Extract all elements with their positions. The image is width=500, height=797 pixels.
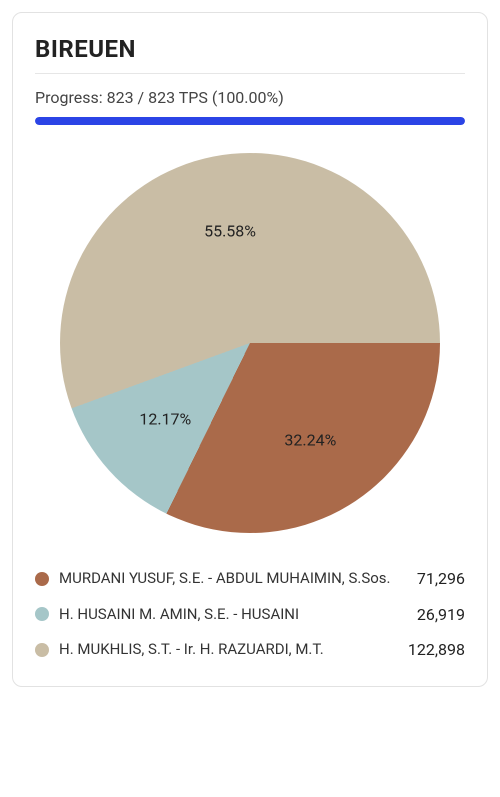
legend-name: H. MUKHLIS, S.T. - Ir. H. RAZUARDI, M.T. — [59, 640, 398, 660]
title-divider — [35, 73, 465, 74]
legend-swatch — [35, 643, 49, 657]
legend-value: 71,296 — [417, 569, 465, 588]
result-card: BIREUEN Progress: 823 / 823 TPS (100.00%… — [12, 12, 488, 687]
legend: MURDANI YUSUF, S.E. - ABDUL MUHAIMIN, S.… — [35, 561, 465, 668]
legend-name: MURDANI YUSUF, S.E. - ABDUL MUHAIMIN, S.… — [59, 569, 407, 589]
pie-slice-label: 55.58% — [204, 221, 256, 240]
pie-slice-label: 32.24% — [284, 430, 336, 449]
legend-item: MURDANI YUSUF, S.E. - ABDUL MUHAIMIN, S.… — [35, 561, 465, 597]
legend-value: 122,898 — [408, 640, 465, 659]
pie-slice-label: 12.17% — [139, 410, 191, 429]
region-title: BIREUEN — [35, 35, 465, 63]
legend-item: H. MUKHLIS, S.T. - Ir. H. RAZUARDI, M.T.… — [35, 632, 465, 668]
pie-chart: 32.24% 12.17% 55.58% — [60, 153, 440, 533]
legend-swatch — [35, 607, 49, 621]
progress-bar-fill — [35, 117, 465, 125]
legend-name: H. HUSAINI M. AMIN, S.E. - HUSAINI — [59, 605, 407, 625]
legend-item: H. HUSAINI M. AMIN, S.E. - HUSAINI 26,91… — [35, 597, 465, 633]
progress-text: Progress: 823 / 823 TPS (100.00%) — [35, 88, 465, 107]
pie-chart-container: 32.24% 12.17% 55.58% — [35, 125, 465, 557]
progress-bar-track — [35, 117, 465, 125]
legend-value: 26,919 — [417, 605, 465, 624]
legend-swatch — [35, 572, 49, 586]
